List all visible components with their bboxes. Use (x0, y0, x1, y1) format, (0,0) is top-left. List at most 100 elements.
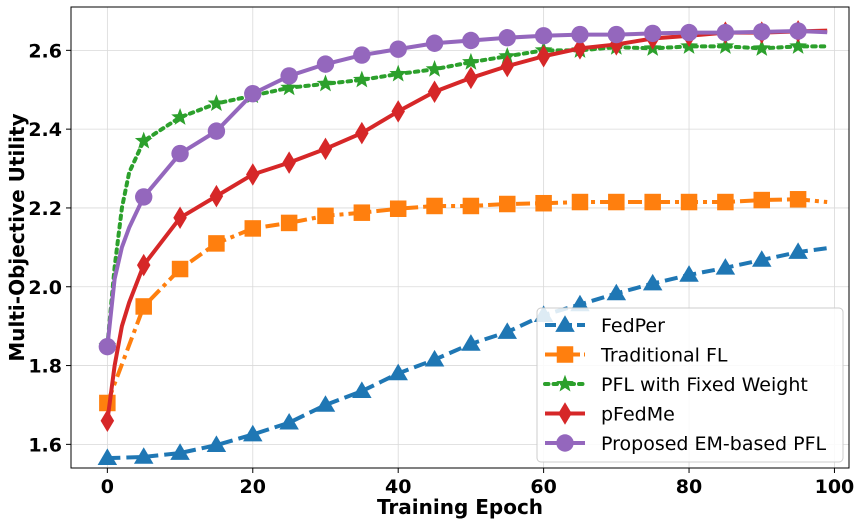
legend-label: Traditional FL (600, 345, 728, 367)
legend-item-proposed-em-based-pfl: Proposed EM-based PFL (545, 433, 827, 455)
legend-label: pFedMe (601, 404, 675, 426)
x-tick-label: 100 (815, 476, 855, 498)
data-point-pfedme (173, 206, 187, 230)
y-tick-label: 2.6 (28, 40, 62, 62)
data-point-fedper (715, 258, 736, 275)
data-point-fedper (97, 448, 118, 465)
data-point-proposed-em-based-pfl (498, 29, 516, 47)
data-point-proposed-em-based-pfl (280, 67, 298, 85)
data-point-fedper (788, 242, 808, 259)
data-point-pfl-with-fixed-weight (752, 39, 771, 56)
data-point-pfl-with-fixed-weight (280, 78, 298, 96)
series-layer (97, 20, 830, 465)
data-point-fedper (388, 363, 408, 381)
data-point-pfedme (427, 80, 442, 103)
legend-item-traditional-fl: Traditional FL (545, 345, 728, 367)
data-point-fedper (315, 395, 336, 412)
data-point-traditional-fl (680, 193, 698, 211)
ticks: 0 20 40 60 80 100 1.6 1.8 2.0 2.2 2.4 2.6 (28, 40, 854, 498)
data-point-traditional-fl (208, 235, 225, 252)
data-point-proposed-em-based-pfl (316, 55, 335, 73)
legend: FedPer Traditional FL PFL with Fixed Weigh… (536, 307, 844, 463)
data-point-fedper (279, 412, 299, 430)
data-point-fedper (352, 381, 372, 398)
data-point-pfl-with-fixed-weight (171, 108, 189, 125)
data-point-proposed-em-based-pfl (98, 337, 117, 356)
y-tick-label: 1.6 (28, 434, 62, 456)
data-point-proposed-em-based-pfl (353, 46, 371, 64)
data-point-proposed-em-based-pfl (643, 24, 662, 43)
data-point-pfl-with-fixed-weight (353, 70, 371, 88)
data-point-pfedme (536, 45, 551, 68)
data-point-pfl-with-fixed-weight (462, 52, 480, 70)
data-point-traditional-fl (462, 197, 480, 215)
data-point-proposed-em-based-pfl (680, 23, 698, 42)
data-point-traditional-fl (244, 220, 262, 237)
data-point-traditional-fl (280, 214, 298, 232)
x-tick-label: 60 (530, 476, 556, 498)
data-point-pfedme (500, 54, 515, 78)
data-point-pfedme (355, 121, 369, 145)
data-point-proposed-em-based-pfl (389, 40, 407, 58)
data-point-pfl-with-fixed-weight (316, 74, 335, 92)
data-point-traditional-fl (499, 195, 516, 213)
y-tick-label: 2.0 (28, 277, 62, 299)
data-point-traditional-fl (571, 193, 589, 211)
legend-marker (558, 402, 572, 425)
data-point-fedper (606, 283, 627, 301)
data-point-pfl-with-fixed-weight (789, 37, 807, 54)
data-point-fedper (243, 424, 263, 442)
data-point-pfl-with-fixed-weight (207, 94, 226, 112)
data-point-pfedme (282, 151, 296, 174)
y-tick-label: 2.2 (28, 198, 62, 220)
legend-label: FedPer (601, 315, 665, 337)
data-point-pfedme (464, 66, 478, 90)
legend-item-pfedme: pFedMe (545, 402, 675, 426)
data-point-traditional-fl (389, 200, 407, 217)
data-point-proposed-em-based-pfl (716, 23, 735, 42)
data-point-pfedme (209, 184, 224, 208)
data-point-fedper (751, 250, 772, 267)
data-point-pfedme (573, 37, 587, 60)
legend-marker (555, 315, 575, 332)
legend-label: PFL with Fixed Weight (601, 374, 808, 396)
data-point-proposed-em-based-pfl (462, 31, 480, 50)
data-point-fedper (206, 435, 227, 452)
data-point-pfedme (246, 163, 260, 186)
data-point-traditional-fl (644, 193, 661, 211)
legend-label: Proposed EM-based PFL (601, 433, 827, 455)
data-point-traditional-fl (135, 298, 152, 315)
data-point-proposed-em-based-pfl (244, 84, 262, 103)
x-tick-label: 20 (240, 476, 266, 498)
data-point-fedper (642, 273, 663, 291)
plot-frame (70, 6, 850, 469)
data-point-pfedme (318, 137, 333, 161)
x-tick-label: 80 (676, 476, 702, 498)
data-point-proposed-em-based-pfl (534, 27, 553, 45)
legend-marker (556, 374, 574, 392)
data-point-pfedme (391, 100, 405, 123)
y-tick-label: 1.8 (28, 356, 62, 378)
data-point-proposed-em-based-pfl (607, 25, 626, 44)
data-point-traditional-fl (317, 207, 334, 225)
data-point-fedper (133, 447, 154, 464)
data-point-traditional-fl (426, 197, 443, 215)
data-point-proposed-em-based-pfl (207, 122, 226, 140)
data-point-traditional-fl (353, 204, 371, 221)
data-point-pfedme (100, 409, 115, 432)
data-point-fedper (461, 334, 481, 351)
legend-item-fedper: FedPer (545, 315, 665, 337)
data-point-proposed-em-based-pfl (571, 25, 589, 44)
y-axis-label: Multi-Objective Utility (5, 113, 29, 361)
data-point-pfl-with-fixed-weight (716, 37, 735, 54)
data-point-proposed-em-based-pfl (171, 144, 189, 163)
data-point-traditional-fl (753, 191, 770, 209)
data-point-traditional-fl (608, 193, 625, 211)
legend-marker (556, 434, 574, 452)
data-point-traditional-fl (789, 191, 807, 208)
series-proposed-em-based-pfl (98, 22, 828, 356)
x-tick-label: 0 (101, 476, 114, 498)
data-point-fedper (679, 265, 699, 282)
data-point-traditional-fl (535, 194, 552, 212)
